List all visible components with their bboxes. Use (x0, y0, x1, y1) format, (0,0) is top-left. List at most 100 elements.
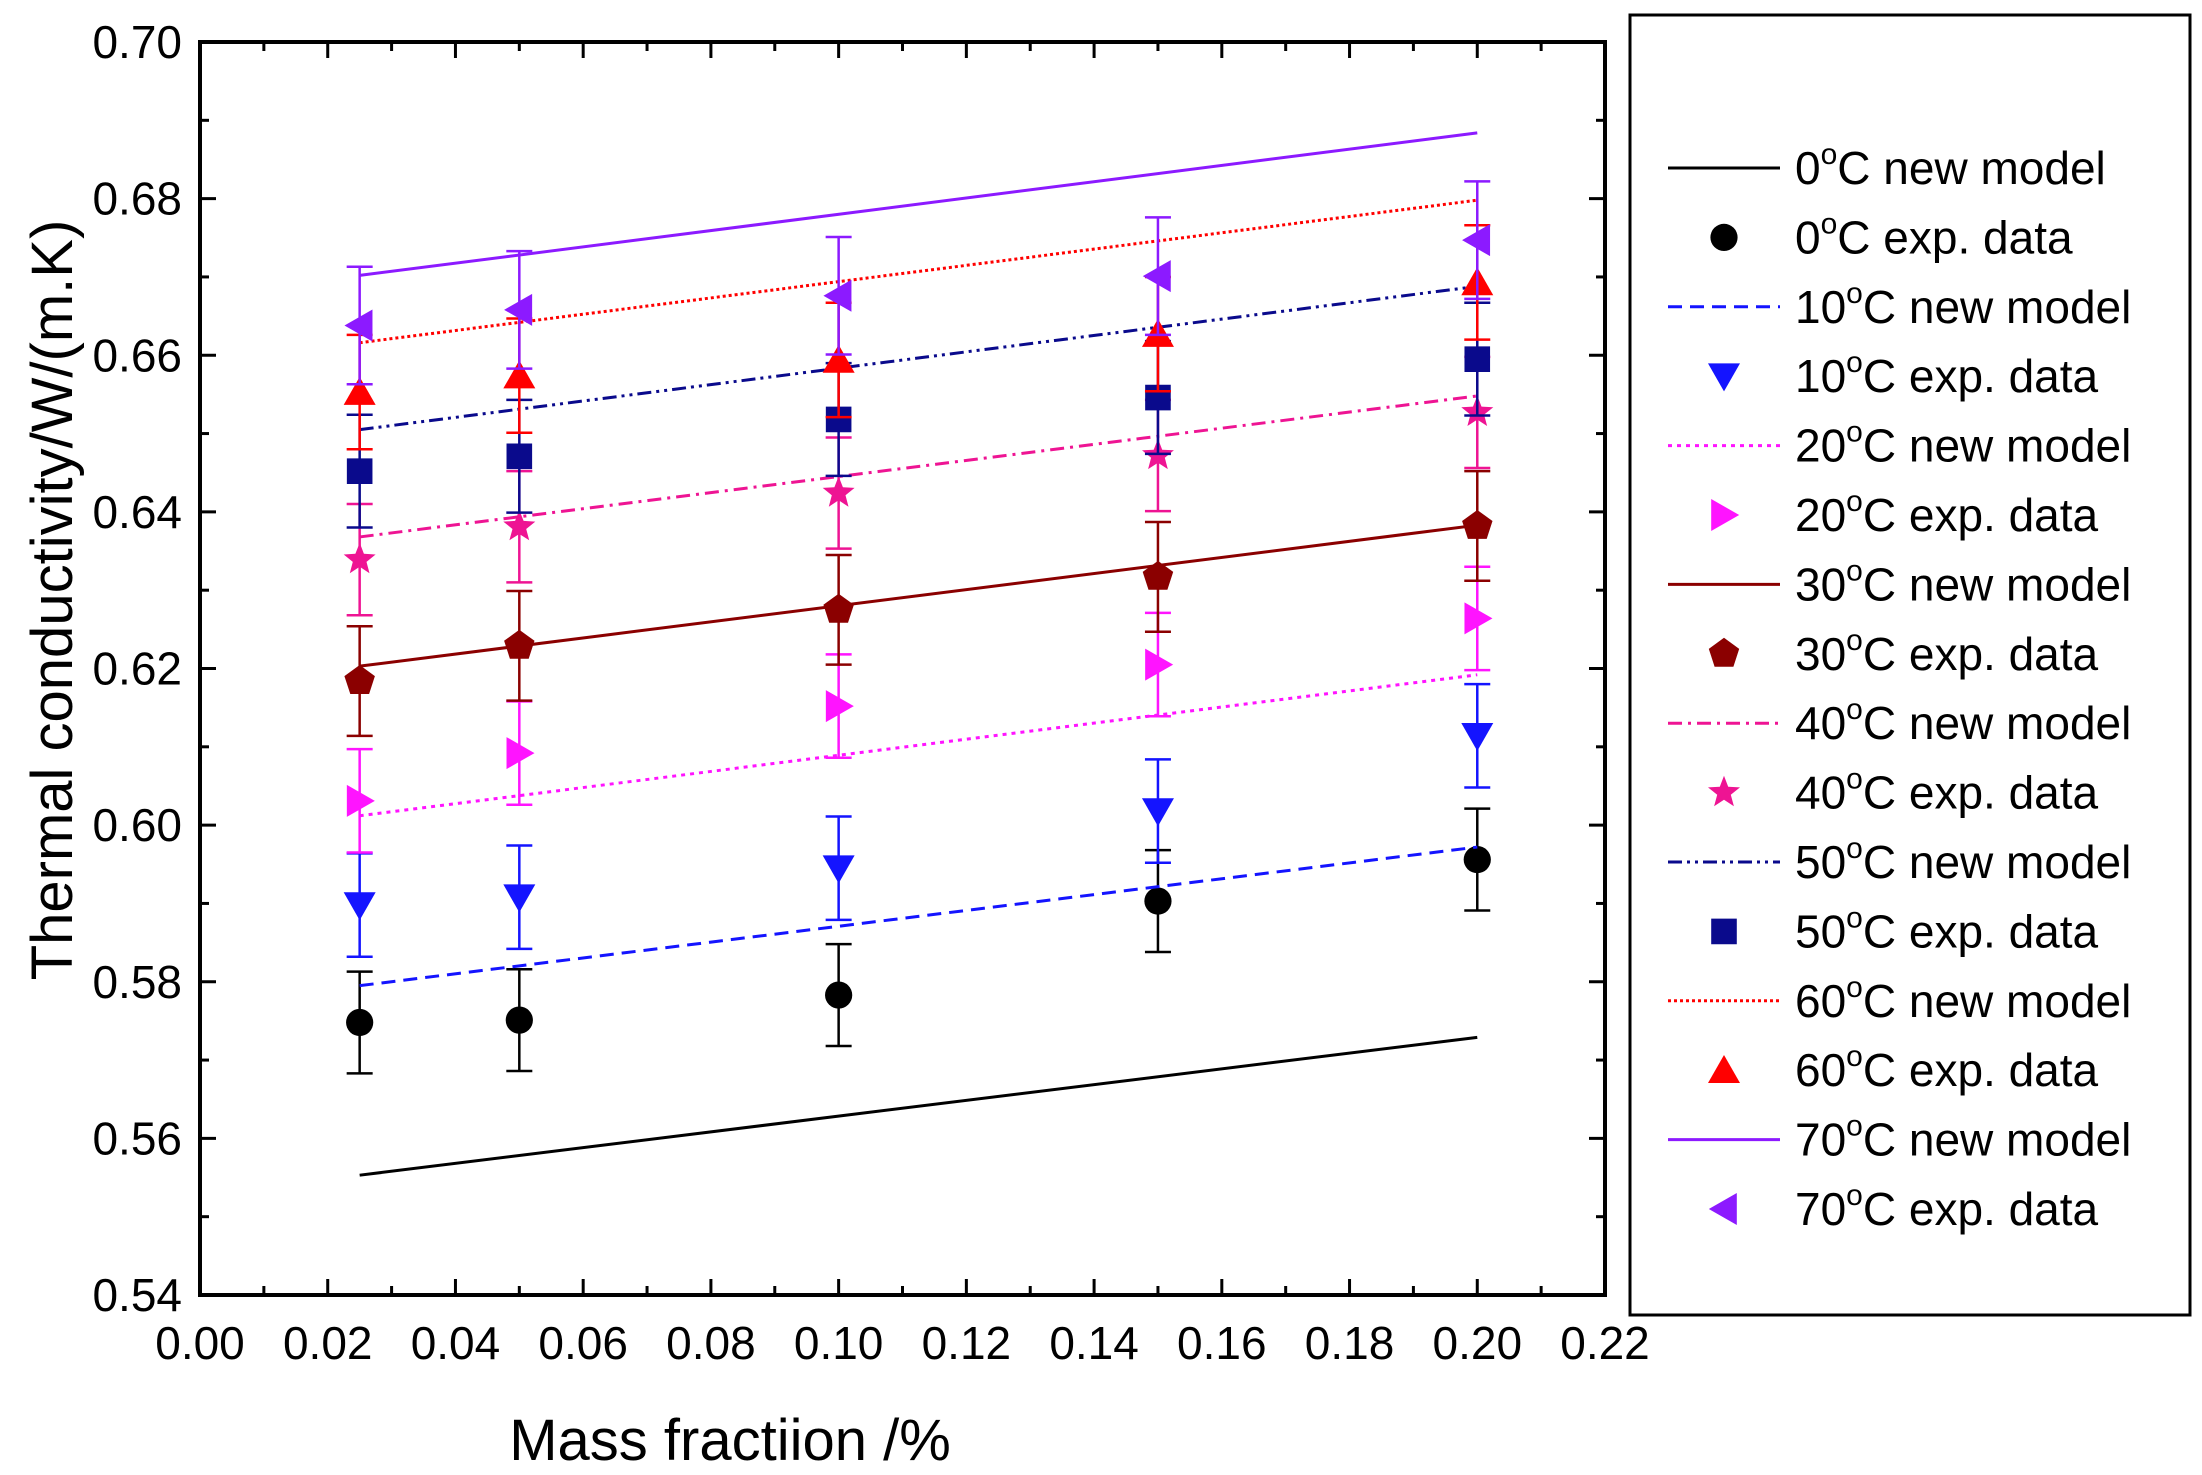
legend-unit: C (1837, 211, 1870, 263)
data-point-60C (503, 360, 536, 389)
legend-temp: 40 (1795, 697, 1846, 749)
legend-unit: C (1863, 420, 1896, 472)
legend-entry-0C-model: 0oC new model (1668, 138, 2106, 194)
legend-entry-70C-exp: 70oC exp. data (1708, 1179, 2099, 1235)
model-line-30C (359, 523, 1478, 668)
data-point-10C (1461, 723, 1494, 752)
legend-label: 20oC exp. data (1795, 485, 2099, 541)
y-axis-title: Thermal conductivity/W/(m.K) (20, 220, 85, 981)
x-tick-label: 0.02 (283, 1317, 373, 1369)
legend-entry-70C-model: 70oC new model (1668, 1110, 2131, 1166)
legend-marker-swatch (1708, 637, 1740, 667)
legend-unit: C (1863, 767, 1896, 819)
legend-desc: new model (1896, 558, 2131, 610)
legend-unit: C (1863, 281, 1896, 333)
data-point-20C (346, 784, 375, 817)
data-point-70C (823, 279, 852, 312)
data-point-0C (1463, 845, 1491, 874)
data-point-30C (1142, 560, 1174, 590)
legend-temp: 0 (1795, 211, 1821, 263)
data-point-0C (505, 1006, 533, 1034)
legend-degree-sup: o (1846, 624, 1863, 657)
legend-entry-60C-model: 60oC new model (1668, 971, 2131, 1027)
legend-desc: exp. data (1896, 628, 2098, 680)
legend-desc: exp. data (1896, 1183, 2098, 1235)
legend-degree-sup: o (1846, 346, 1863, 379)
data-point-30C (823, 593, 854, 623)
y-tick-label: 0.68 (92, 173, 182, 225)
data-point-10C (1141, 798, 1174, 827)
y-tick-label: 0.64 (92, 486, 182, 538)
legend-desc: exp. data (1896, 767, 2098, 819)
legend-entry-50C-model: 50oC new model (1668, 832, 2131, 888)
legend-desc: new model (1896, 697, 2131, 749)
data-point-70C (1142, 260, 1171, 293)
legend-temp: 20 (1795, 489, 1846, 541)
legend-entry-40C-model: 40oC new model (1668, 693, 2131, 749)
legend-label: 10oC exp. data (1795, 346, 2099, 402)
legend-degree-sup: o (1846, 763, 1863, 796)
y-tick-label: 0.56 (92, 1112, 182, 1164)
legend-degree-sup: o (1846, 1040, 1863, 1073)
legend-temp: 10 (1795, 350, 1846, 402)
legend-temp: 30 (1795, 558, 1846, 610)
data-point-20C (1464, 602, 1493, 635)
series-30C (344, 469, 1493, 738)
series-70C (344, 131, 1491, 386)
y-tick-label: 0.54 (92, 1269, 182, 1321)
x-tick-label: 0.20 (1433, 1317, 1523, 1369)
legend-label: 40oC exp. data (1795, 763, 2099, 819)
legend-unit: C (1837, 142, 1870, 194)
x-tick-label: 0.14 (1049, 1317, 1139, 1369)
y-tick-label: 0.58 (92, 956, 182, 1008)
legend-entry-30C-model: 30oC new model (1668, 554, 2131, 610)
legend-marker-swatch (1710, 223, 1738, 251)
legend-label: 0oC new model (1795, 138, 2106, 194)
legend-degree-sup: o (1846, 1179, 1863, 1212)
data-point-40C (503, 510, 536, 541)
legend-degree-sup: o (1846, 1110, 1863, 1143)
legend-unit: C (1863, 1183, 1896, 1235)
y-tick-label: 0.66 (92, 329, 182, 381)
data-point-10C (343, 892, 376, 921)
data-point-20C (506, 737, 535, 770)
data-point-50C (506, 443, 533, 470)
model-line-10C (359, 845, 1478, 988)
series-60C (343, 198, 1494, 451)
data-point-70C (504, 293, 533, 326)
legend-desc: exp. data (1896, 350, 2098, 402)
legend-entry-10C-exp: 10oC exp. data (1708, 346, 2099, 402)
legend-label: 40oC new model (1795, 693, 2131, 749)
data-point-20C (825, 690, 854, 723)
legend-desc: exp. data (1896, 489, 2098, 541)
legend-unit: C (1863, 905, 1896, 957)
legend-temp: 40 (1795, 767, 1846, 819)
legend-temp: 20 (1795, 420, 1846, 472)
series-10C (343, 682, 1494, 988)
data-point-70C (1462, 224, 1491, 257)
legend-label: 70oC exp. data (1795, 1179, 2099, 1235)
legend-label: 60oC exp. data (1795, 1040, 2099, 1096)
x-tick-label: 0.10 (794, 1317, 884, 1369)
legend-label: 50oC new model (1795, 832, 2131, 888)
legend-degree-sup: o (1846, 277, 1863, 310)
legend-unit: C (1863, 1044, 1896, 1096)
data-point-0C (825, 981, 853, 1009)
x-tick-label: 0.08 (666, 1317, 756, 1369)
legend-degree-sup: o (1846, 416, 1863, 449)
legend-unit: C (1863, 975, 1896, 1027)
legend-unit: C (1863, 628, 1896, 680)
legend-desc: exp. data (1896, 1044, 2098, 1096)
legend-entry-0C-exp: 0oC exp. data (1710, 207, 2073, 263)
legend-temp: 70 (1795, 1114, 1846, 1166)
legend-unit: C (1863, 350, 1896, 402)
x-tick-label: 0.22 (1560, 1317, 1650, 1369)
data-point-30C (504, 629, 535, 659)
model-line-20C (359, 673, 1478, 818)
legend-entry-30C-exp: 30oC exp. data (1708, 624, 2099, 680)
legend-temp: 50 (1795, 905, 1846, 957)
y-tick-label: 0.62 (92, 643, 182, 695)
data-point-10C (822, 855, 855, 884)
